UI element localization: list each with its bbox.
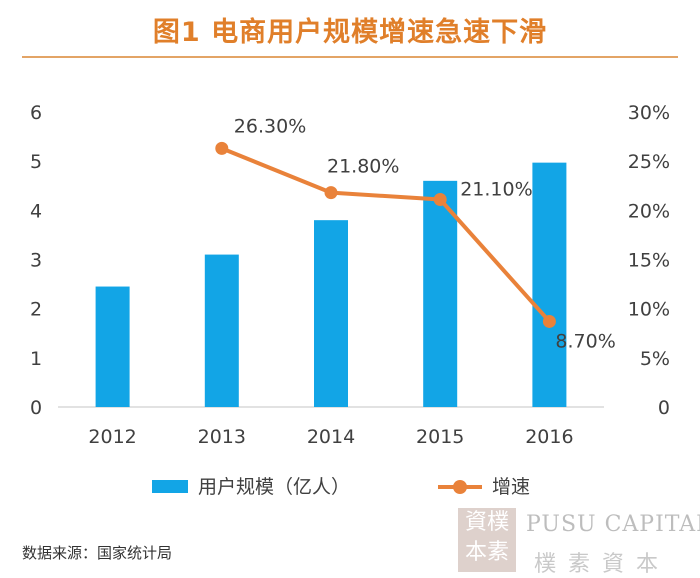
growth-point-2016 [542, 314, 556, 328]
y-right-tick: 30% [628, 102, 670, 124]
x-tick: 2014 [307, 426, 355, 448]
x-tick: 2015 [416, 426, 464, 448]
x-tick: 2016 [525, 426, 573, 448]
y-left-tick: 0 [30, 397, 42, 419]
y-right-tick: 5% [640, 348, 670, 370]
watermark-logo: 資樸 本素 PUSU CAPITAL 樸素資本 [456, 506, 700, 577]
y-left-tick: 3 [30, 250, 42, 272]
y-left-tick: 1 [30, 348, 42, 370]
y-right-tick: 10% [628, 299, 670, 321]
data-source: 数据来源：国家统计局 [22, 544, 173, 562]
y-left-tick: 6 [30, 102, 42, 124]
bar-2015 [423, 180, 458, 407]
seal-icon: 資樸 本素 [458, 508, 516, 572]
y-left-tick: 5 [30, 151, 42, 173]
y-left-tick: 4 [30, 200, 42, 222]
growth-point-2013 [215, 141, 229, 155]
bar-2012 [95, 286, 130, 407]
growth-label-2015: 21.10% [460, 179, 532, 201]
y-right-tick: 25% [628, 151, 670, 173]
legend-bar-label: 用户规模（亿人） [198, 476, 350, 498]
legend: 用户规模（亿人） 增速 [152, 476, 530, 498]
legend-line-marker [453, 480, 467, 494]
y-right-tick: 20% [628, 200, 670, 222]
bar-2016 [532, 162, 567, 407]
title-divider [22, 56, 678, 58]
growth-label-2016: 8.70% [555, 330, 615, 352]
y-left-tick: 2 [30, 299, 42, 321]
x-tick: 2013 [198, 426, 246, 448]
growth-point-2015 [433, 193, 447, 207]
growth-label-2014: 21.80% [327, 156, 399, 178]
bar-2014 [314, 220, 348, 407]
growth-line [221, 146, 551, 323]
watermark-chinese: 樸素資本 [534, 552, 671, 577]
growth-point-2014 [324, 186, 338, 200]
y-right-tick: 15% [628, 250, 670, 272]
y-right-tick: 0 [658, 397, 670, 419]
growth-label-2013: 26.30% [234, 115, 306, 137]
chart-title: 图1 电商用户规模增速急速下滑 [152, 17, 548, 48]
watermark-english: PUSU CAPITAL [526, 512, 700, 537]
legend-line-label: 增速 [492, 476, 530, 498]
bar-2013 [204, 254, 239, 407]
legend-bar-swatch [152, 480, 188, 493]
x-tick: 2012 [88, 426, 136, 448]
